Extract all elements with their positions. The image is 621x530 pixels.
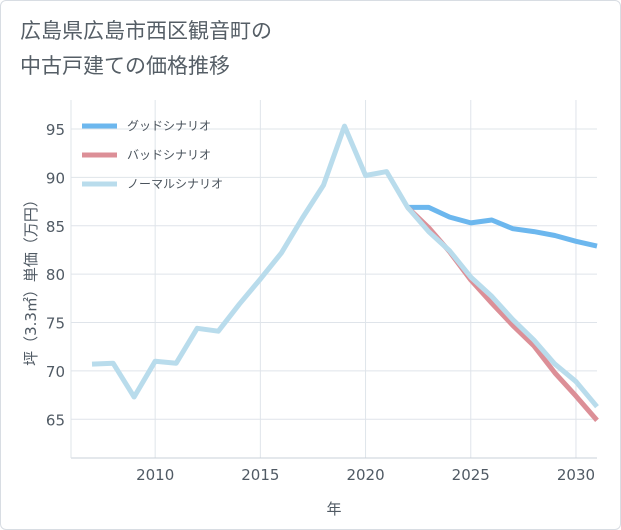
tick-labels: 65 70 75 80 85 90 95 2010 2015 2020 2025 2030 [46,121,595,484]
y-tick-label: 85 [46,218,65,236]
x-axis-label: 年 [326,500,341,518]
y-tick-label: 70 [46,363,65,381]
x-tick-label: 2030 [557,466,595,484]
x-tick-label: 2025 [452,466,490,484]
chart-title-line2: 中古戸建ての価格推移 [20,54,230,78]
series-line-0 [407,204,598,249]
legend-label-2: ノーマルシナリオ [127,177,223,191]
y-tick-label: 65 [46,411,65,429]
y-tick-label: 95 [46,121,65,139]
y-tick-label: 90 [46,169,65,187]
series-lines [91,123,599,422]
legend-label-1: バッドシナリオ [127,148,211,162]
y-tick-label: 80 [46,266,65,284]
chart-title: 広島県広島市西区観音町の 中古戸建ての価格推移 [20,14,580,84]
legend-label-0: グッドシナリオ [127,119,211,133]
series-line-2 [91,123,599,409]
x-tick-label: 2020 [346,466,384,484]
y-axis-label: 坪（3.3㎡）単価（万円） [22,192,40,366]
x-tick-label: 2015 [241,466,279,484]
x-tick-label: 2010 [136,466,174,484]
chart-title-line1: 広島県広島市西区観音町の [20,19,272,43]
y-tick-label: 75 [46,315,65,333]
